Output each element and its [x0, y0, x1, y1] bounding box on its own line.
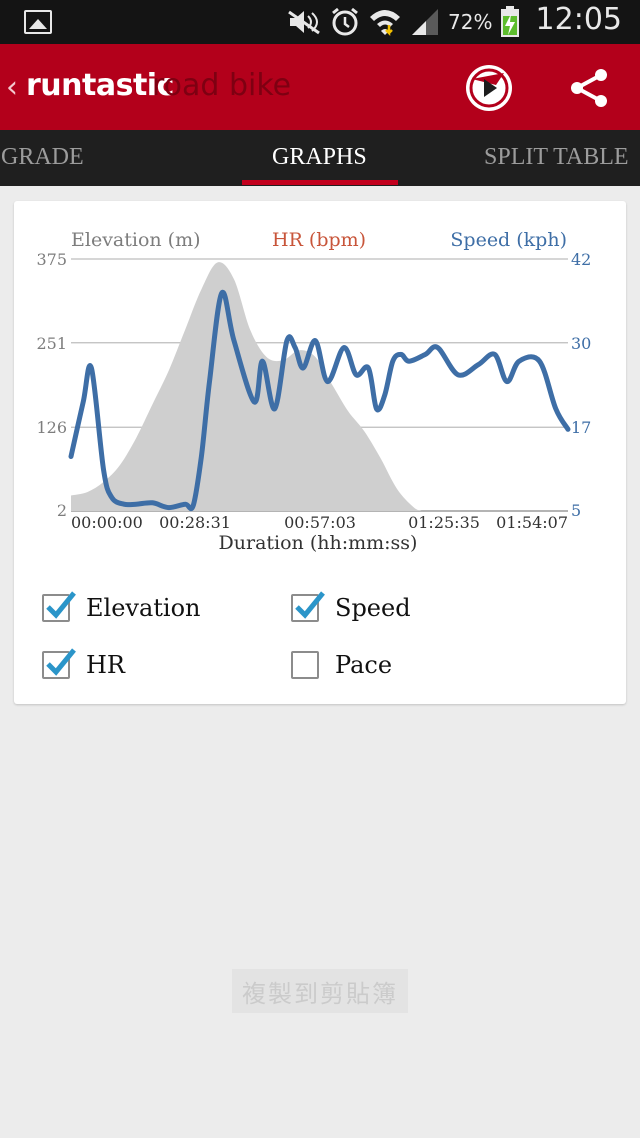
pace-checkbox-label: Pace	[335, 651, 393, 679]
speed-checkbox-label: Speed	[335, 594, 411, 622]
tab-split-table[interactable]: SPLIT TABLE	[484, 144, 629, 170]
y-left-tick: 251	[36, 334, 67, 353]
elevation-axis-label: Elevation (m)	[71, 229, 201, 251]
status-icons: 72%	[286, 6, 520, 38]
gallery-icon	[24, 10, 52, 34]
battery-percent: 72%	[448, 10, 493, 34]
brand-logo[interactable]: runtastic	[26, 68, 174, 103]
y-left-tick: 375	[36, 250, 67, 269]
x-tick: 01:25:35	[408, 513, 480, 532]
brand-subtitle: road bike	[152, 68, 292, 103]
hr-toggle[interactable]: HR	[42, 648, 125, 679]
tab-bar: GRADE GRAPHS SPLIT TABLE	[0, 130, 640, 186]
signal-icon	[412, 9, 438, 35]
speed-line	[68, 289, 571, 512]
checkmark-icon	[46, 591, 76, 619]
copied-toast: 複製到剪貼簿	[232, 969, 408, 1013]
alarm-icon	[332, 7, 358, 36]
y-right-tick: 17	[571, 418, 591, 437]
x-tick: 00:00:00	[71, 513, 143, 532]
mute-icon	[288, 10, 320, 35]
duration-chart[interactable]: Elevation (m) HR (bpm) Speed (kph) 375 2…	[14, 201, 626, 561]
graph-card: Elevation (m) HR (bpm) Speed (kph) 375 2…	[14, 201, 626, 704]
share-icon[interactable]	[568, 66, 612, 110]
app-bar: ‹ runtastic road bike	[0, 44, 640, 130]
battery-charging-icon	[501, 6, 520, 37]
y-right-tick: 5	[571, 501, 581, 520]
checkmark-icon	[295, 591, 325, 619]
y-right-tick: 42	[571, 250, 591, 269]
pace-checkbox[interactable]	[291, 651, 319, 679]
y-left-tick: 126	[36, 418, 67, 437]
speed-toggle[interactable]: Speed	[291, 591, 411, 622]
elevation-checkbox-label: Elevation	[86, 594, 201, 622]
hr-axis-label: HR (bpm)	[272, 229, 366, 251]
elevation-checkbox[interactable]	[42, 591, 76, 622]
status-bar: 72% 12:05	[0, 0, 640, 44]
chevron-left-icon[interactable]: ‹	[6, 70, 18, 105]
tab-grade[interactable]: GRADE	[1, 144, 84, 170]
x-tick: 01:54:07	[496, 513, 568, 532]
y-right-tick: 30	[571, 334, 591, 353]
elevation-toggle[interactable]: Elevation	[42, 591, 201, 622]
x-axis-label: Duration (hh:mm:ss)	[219, 532, 418, 554]
hr-checkbox-label: HR	[86, 651, 125, 679]
clock: 12:05	[535, 2, 622, 37]
checkmark-icon	[46, 648, 76, 676]
x-tick: 00:57:03	[284, 513, 356, 532]
tab-graphs[interactable]: GRAPHS	[272, 144, 367, 170]
hr-checkbox[interactable]	[42, 648, 76, 679]
pace-toggle[interactable]: Pace	[291, 651, 392, 679]
speed-checkbox[interactable]	[291, 591, 325, 622]
speed-axis-label: Speed (kph)	[450, 229, 567, 251]
x-tick: 00:28:31	[159, 513, 231, 532]
active-tab-indicator	[242, 180, 398, 185]
wifi-icon	[370, 10, 400, 37]
y-left-tick: 2	[57, 501, 67, 520]
play-icon[interactable]	[466, 65, 512, 111]
